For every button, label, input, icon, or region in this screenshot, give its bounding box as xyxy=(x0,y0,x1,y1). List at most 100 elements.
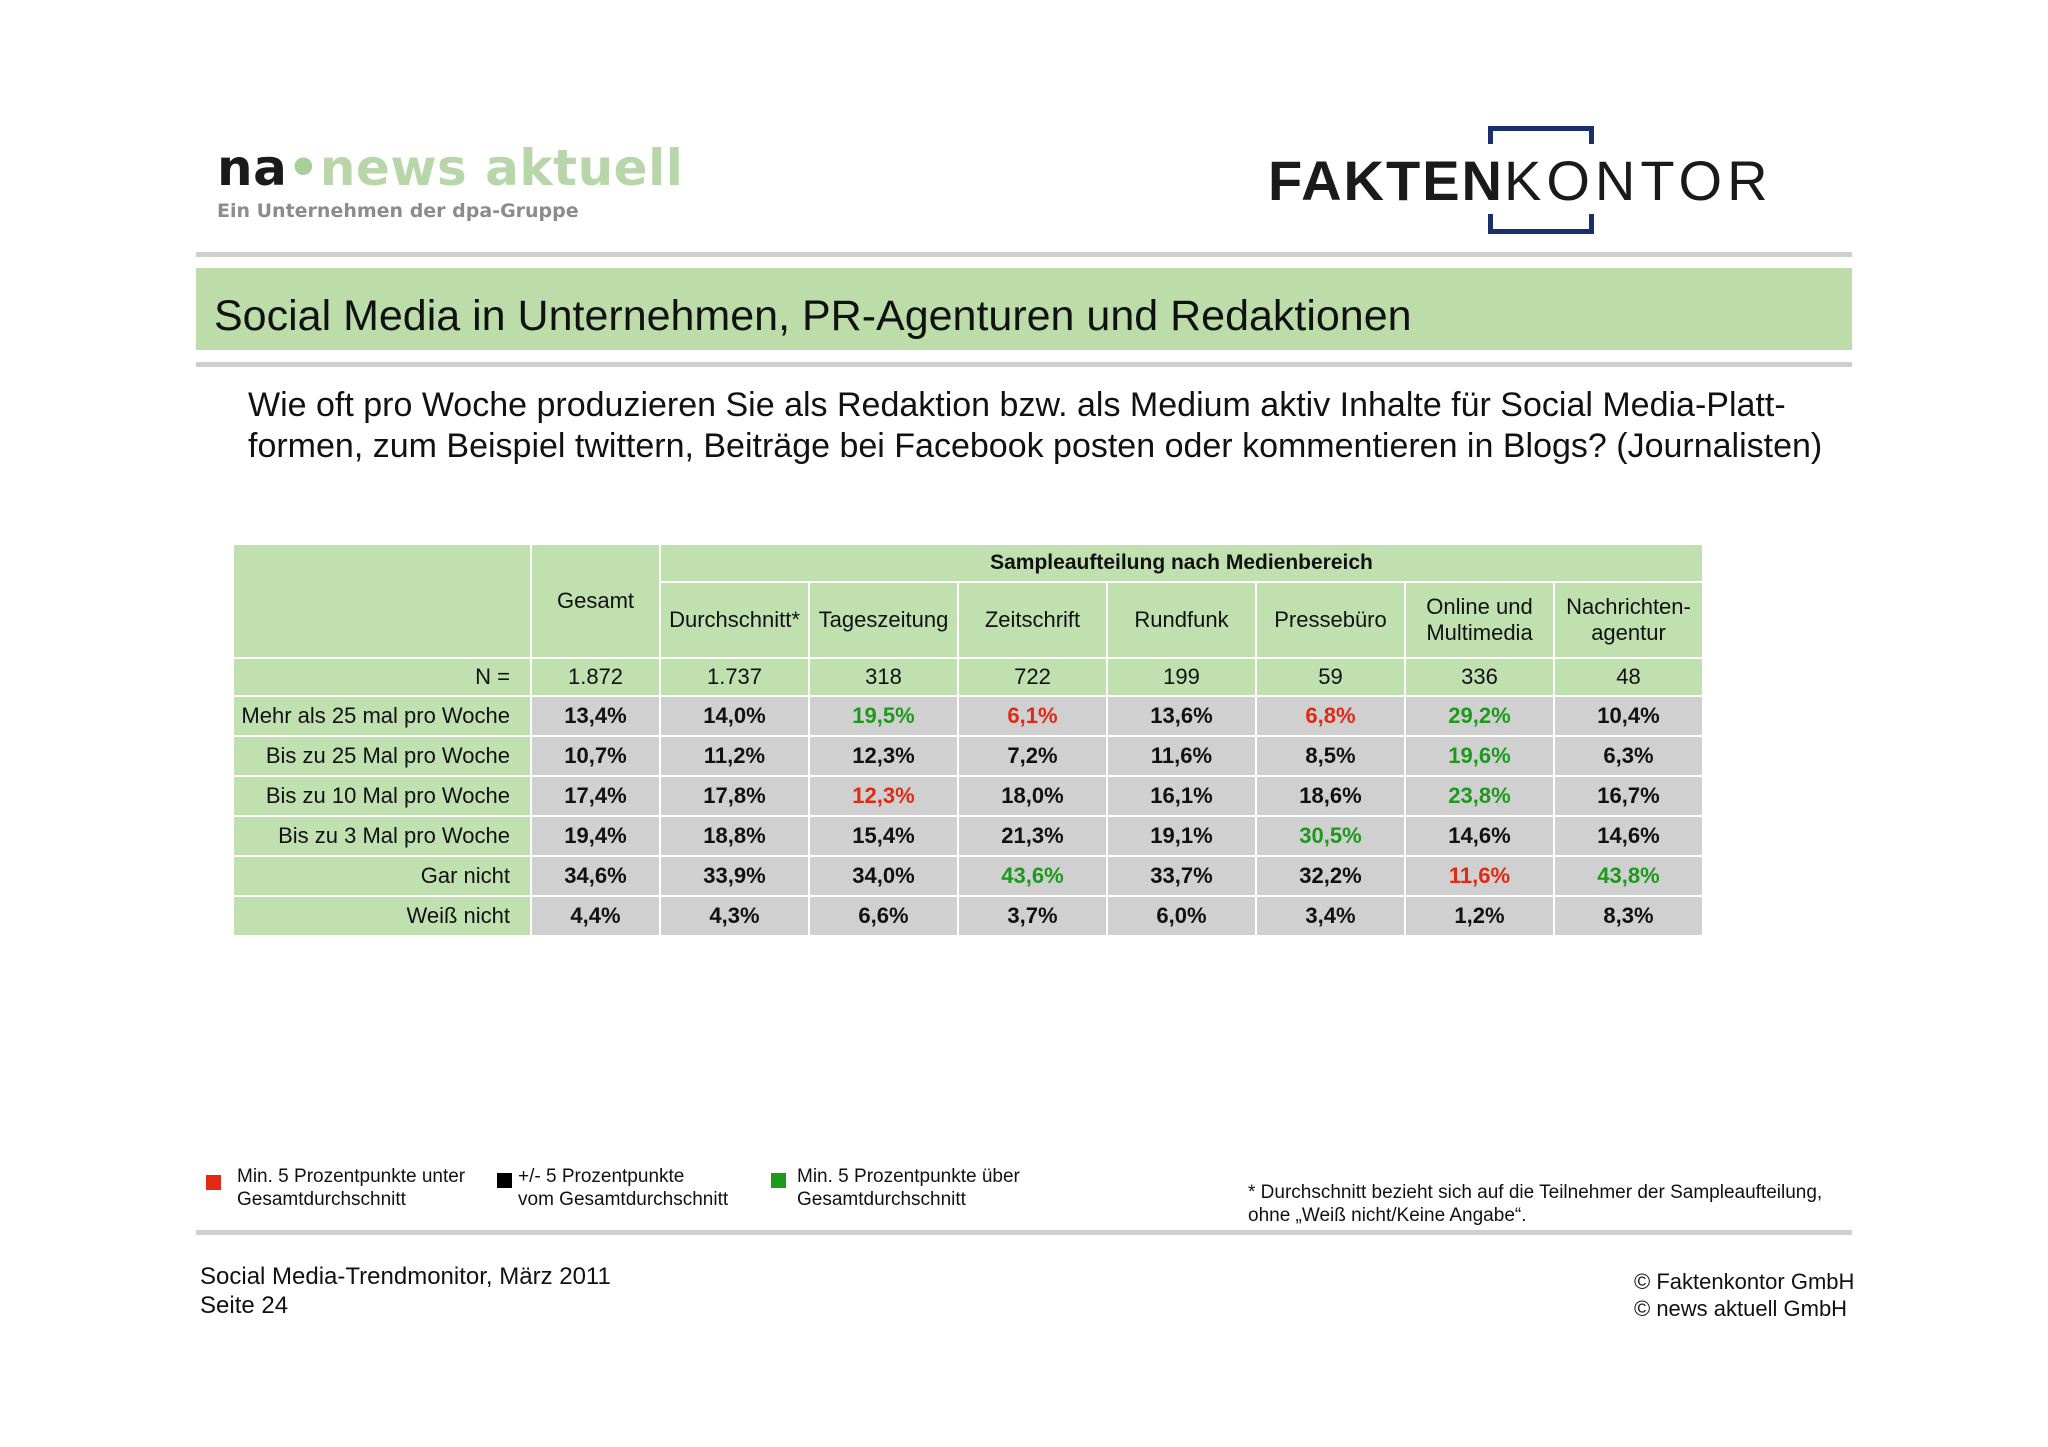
table-corner xyxy=(234,545,530,657)
value-cell: 43,8% xyxy=(1555,857,1702,895)
column-header-line: agentur xyxy=(1591,620,1666,645)
value-cell: 8,5% xyxy=(1257,737,1404,775)
value-cell: 3,7% xyxy=(959,897,1106,935)
table-row: Bis zu 10 Mal pro Woche 17,4% 17,8% 12,3% 18… xyxy=(234,777,1702,815)
footer-divider xyxy=(196,1230,1852,1235)
legend-red-text: Min. 5 Prozentpunkte unter Gesamtdurchsc… xyxy=(237,1166,466,1210)
column-header-line: Zeitschrift xyxy=(984,607,1081,632)
table-row: Bis zu 3 Mal pro Woche 19,4% 18,8% 15,4% 21,… xyxy=(234,817,1702,855)
value-cell: 19,6% xyxy=(1406,737,1553,775)
value-cell: 19,5% xyxy=(810,697,957,735)
column-header-line: Gesamt xyxy=(556,588,635,613)
value-cell: 12,3% xyxy=(810,737,957,775)
row-label-n: N = xyxy=(234,659,530,695)
row-label: Bis zu 3 Mal pro Woche xyxy=(234,817,530,855)
value-cell: 16,1% xyxy=(1108,777,1255,815)
value-cell: 11,6% xyxy=(1406,857,1553,895)
news-aktuell-subtitle: Ein Unternehmen der dpa-Gruppe xyxy=(217,200,579,222)
results-table: Gesamt Sampleaufteilung nach Medienbereic… xyxy=(232,543,1704,937)
top-divider xyxy=(196,252,1852,257)
value-cell: 43,6% xyxy=(959,857,1106,895)
row-label: Mehr als 25 mal pro Woche xyxy=(234,697,530,735)
value-cell: 32,2% xyxy=(1257,857,1404,895)
value-cell: 6,1% xyxy=(959,697,1106,735)
column-header-line: Online und xyxy=(1426,594,1533,619)
row-label: Gar nicht xyxy=(234,857,530,895)
legend-red-square xyxy=(206,1175,221,1190)
faktenkontor-wordmark: FAKTENKONTOR xyxy=(1268,149,1773,212)
value-cell: 19,4% xyxy=(532,817,659,855)
title-bar xyxy=(196,268,1852,350)
row-label: Bis zu 25 Mal pro Woche xyxy=(234,737,530,775)
sample-size-cell: 1.872 xyxy=(532,659,659,695)
sample-size-cell: 59 xyxy=(1257,659,1404,695)
table-row: Weiß nicht 4,4% 4,3% 6,6% 3,7% 6,0% 3,4% 1,2% 8,… xyxy=(234,897,1702,935)
sample-size-cell: 48 xyxy=(1555,659,1702,695)
value-cell: 21,3% xyxy=(959,817,1106,855)
column-header-line: Durchschnitt* xyxy=(669,607,800,632)
value-cell: 34,6% xyxy=(532,857,659,895)
news-aktuell-wordmark: na•news aktuell xyxy=(217,139,684,197)
value-cell: 14,0% xyxy=(661,697,808,735)
column-header-line: Tageszeitung xyxy=(818,607,949,632)
value-cell: 1,2% xyxy=(1406,897,1553,935)
value-cell: 4,3% xyxy=(661,897,808,935)
legend-black-square xyxy=(497,1173,512,1188)
survey-question: Wie oft pro Woche produzieren Sie als Re… xyxy=(248,385,1848,467)
footer-copyright: © Faktenkontor GmbH © news aktuell GmbH xyxy=(1634,1269,1855,1321)
value-cell: 8,3% xyxy=(1555,897,1702,935)
value-cell: 6,0% xyxy=(1108,897,1255,935)
sample-size-cell: 318 xyxy=(810,659,957,695)
value-cell: 4,4% xyxy=(532,897,659,935)
footer-source: Social Media-Trendmonitor, März 2011 Sei… xyxy=(200,1263,611,1319)
value-cell: 11,2% xyxy=(661,737,808,775)
legend-green-square xyxy=(771,1173,786,1188)
title-divider xyxy=(196,362,1852,367)
news-aktuell-logo: na•news aktuell Ein Unternehmen der dpa-… xyxy=(217,138,684,222)
sample-size-cell: 336 xyxy=(1406,659,1553,695)
column-header: Tageszeitung xyxy=(810,583,957,657)
column-header: Durchschnitt* xyxy=(661,583,808,657)
row-label: Bis zu 10 Mal pro Woche xyxy=(234,777,530,815)
table-row: Bis zu 25 Mal pro Woche 10,7% 11,2% 12,3% 7,… xyxy=(234,737,1702,775)
table-row: Mehr als 25 mal pro Woche 13,4% 14,0% 19,5%… xyxy=(234,697,1702,735)
value-cell: 15,4% xyxy=(810,817,957,855)
question-line-2: formen, zum Beispiel twittern, Beiträge … xyxy=(248,427,1823,465)
sample-size-cell: 1.737 xyxy=(661,659,808,695)
value-cell: 23,8% xyxy=(1406,777,1553,815)
column-header: Pressebüro xyxy=(1257,583,1404,657)
value-cell: 14,6% xyxy=(1406,817,1553,855)
faktenkontor-logo: FAKTENKONTOR xyxy=(1268,126,1816,238)
value-cell: 34,0% xyxy=(810,857,957,895)
value-cell: 18,0% xyxy=(959,777,1106,815)
footnote: * Durchschnitt bezieht sich auf die Teil… xyxy=(1248,1182,1823,1226)
value-cell: 12,3% xyxy=(810,777,957,815)
value-cell: 13,4% xyxy=(532,697,659,735)
column-header-line: Rundfunk xyxy=(1134,607,1229,632)
value-cell: 6,6% xyxy=(810,897,957,935)
value-cell: 17,8% xyxy=(661,777,808,815)
group-header: Sampleaufteilung nach Medienbereich xyxy=(661,545,1702,581)
column-header: Online und Multimedia xyxy=(1406,583,1553,657)
value-cell: 18,8% xyxy=(661,817,808,855)
value-cell: 10,7% xyxy=(532,737,659,775)
table-row: Gar nicht 34,6% 33,9% 34,0% 43,6% 33,7% 32,2% 1… xyxy=(234,857,1702,895)
column-header-line: Pressebüro xyxy=(1274,607,1387,632)
column-header: Rundfunk xyxy=(1108,583,1255,657)
value-cell: 6,3% xyxy=(1555,737,1702,775)
legend-black-text: +/- 5 Prozentpunkte vom Gesamtdurchschni… xyxy=(518,1166,729,1210)
value-cell: 11,6% xyxy=(1108,737,1255,775)
value-cell: 19,1% xyxy=(1108,817,1255,855)
value-cell: 14,6% xyxy=(1555,817,1702,855)
value-cell: 13,6% xyxy=(1108,697,1255,735)
column-header-line: Multimedia xyxy=(1426,620,1533,645)
column-header: Zeitschrift xyxy=(959,583,1106,657)
sample-size-cell: 199 xyxy=(1108,659,1255,695)
value-cell: 18,6% xyxy=(1257,777,1404,815)
row-label: Weiß nicht xyxy=(234,897,530,935)
value-cell: 6,8% xyxy=(1257,697,1404,735)
value-cell: 10,4% xyxy=(1555,697,1702,735)
value-cell: 30,5% xyxy=(1257,817,1404,855)
value-cell: 33,7% xyxy=(1108,857,1255,895)
column-header-line: Nachrichten- xyxy=(1566,594,1691,619)
